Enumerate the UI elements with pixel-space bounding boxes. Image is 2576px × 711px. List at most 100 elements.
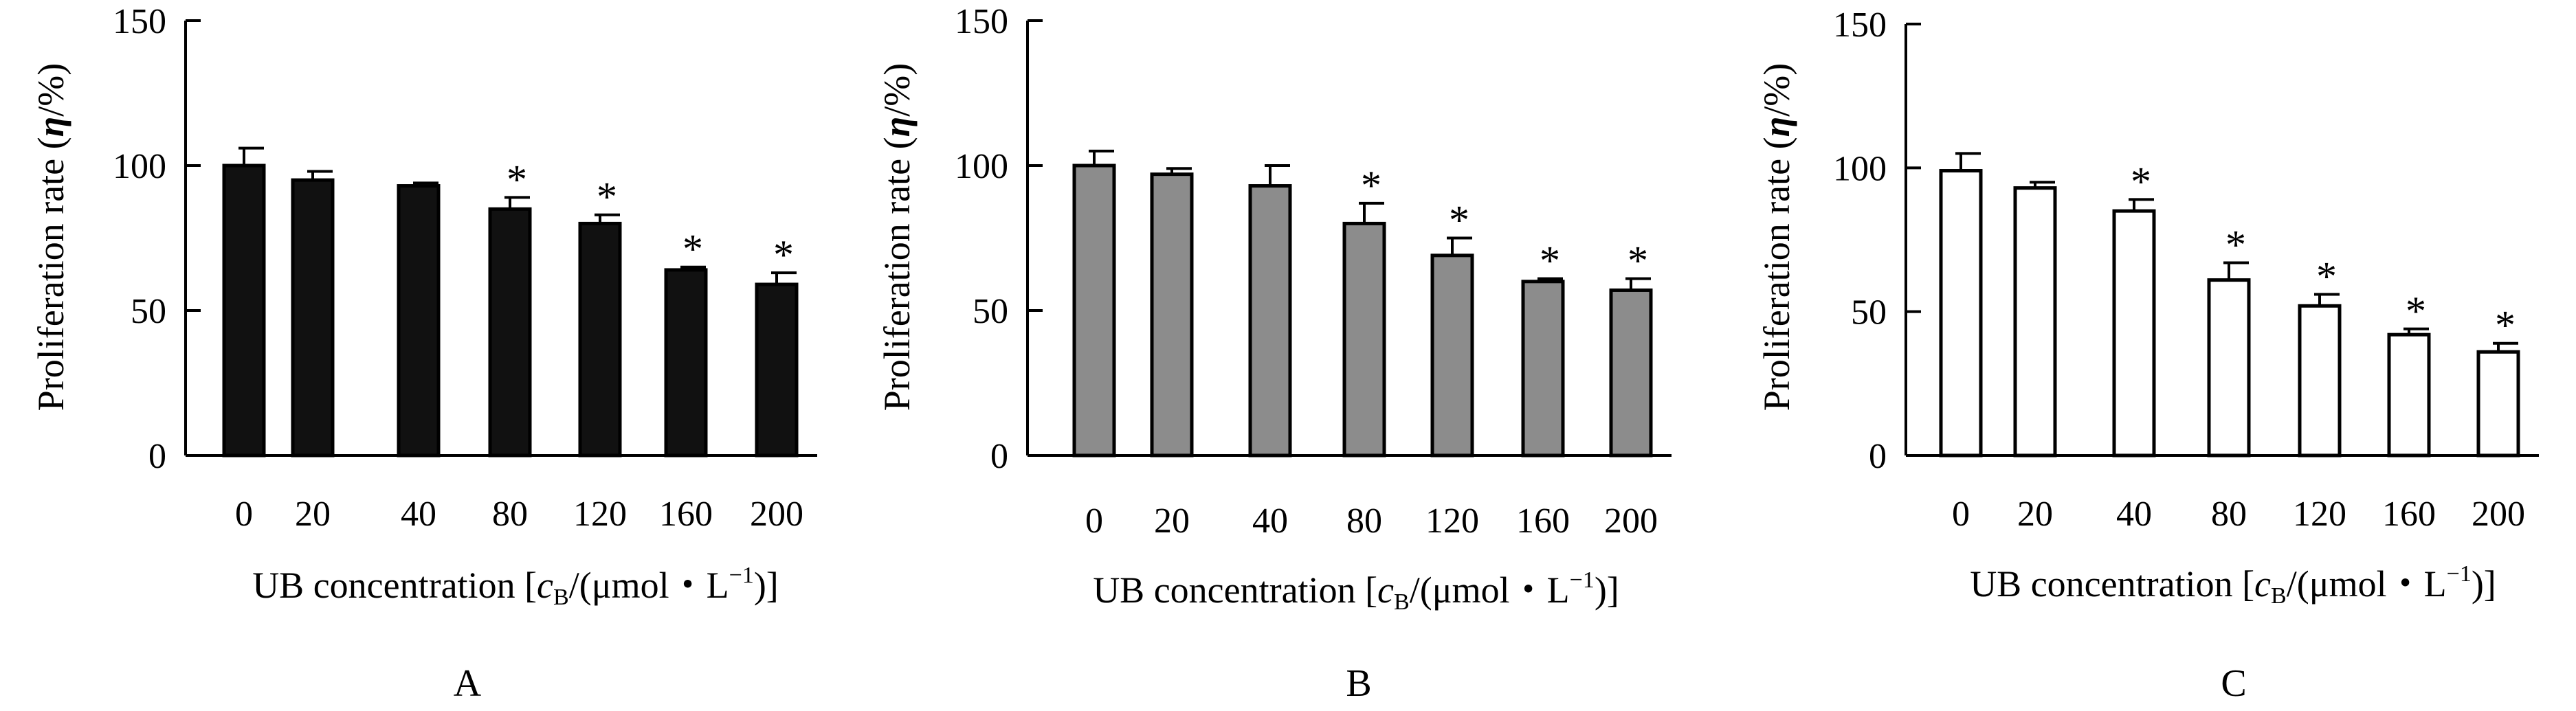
x-axis-title-subscript: B	[553, 585, 569, 610]
x-axis-title: UB concentration [cB/(μmol・L−1)]	[252, 563, 779, 610]
panel-label: A	[454, 662, 482, 705]
bar	[755, 282, 799, 458]
significance-marker: *	[1540, 238, 1560, 284]
bar	[488, 207, 532, 458]
x-axis-title-superscript: −1	[1570, 567, 1595, 593]
y-axis-title-text: Proliferation rate (	[30, 137, 71, 411]
chart-panel-c: 0 50 100 150 Proliferation rate (η/%) 0 20 * 40 *…	[1756, 5, 2539, 705]
x-tick-label: 200	[750, 495, 803, 534]
x-tick-label: 0	[1085, 501, 1103, 541]
bar	[2013, 186, 2057, 458]
bar	[397, 184, 441, 458]
y-tick-label: 0	[1869, 437, 1887, 476]
y-axis-title-unit: /%)	[1756, 63, 1797, 117]
y-axis-title-symbol: η	[876, 117, 918, 137]
bar	[222, 163, 266, 458]
x-axis-title: UB concentration [cB/(μmol・L−1)]	[1093, 567, 1619, 615]
x-tick-label: 40	[401, 495, 436, 534]
x-axis-title-end: )]	[2472, 563, 2496, 605]
x-tick-label: 120	[1425, 501, 1479, 541]
x-axis-title-text: UB concentration [	[1093, 569, 1377, 611]
bar	[1150, 172, 1194, 458]
x-tick-label: 160	[2382, 495, 2436, 534]
bar	[2298, 304, 2342, 458]
y-axis-title-text: Proliferation rate (	[876, 137, 918, 411]
x-tick-label: 120	[2293, 495, 2346, 534]
x-tick-label: 80	[1346, 501, 1382, 541]
y-tick-label: 0	[990, 437, 1008, 476]
y-tick-label: 100	[113, 147, 166, 186]
significance-marker: *	[1449, 198, 1469, 243]
bar	[664, 268, 708, 458]
bar	[1248, 184, 1292, 458]
significance-marker: *	[1628, 238, 1648, 284]
bar	[578, 221, 622, 458]
bar	[1939, 169, 1983, 458]
x-axis-title-unit: /(μmol・L	[1410, 569, 1570, 611]
significance-marker: *	[682, 227, 703, 272]
y-axis-title-unit: /%)	[876, 63, 918, 117]
y-tick-label: 50	[1851, 293, 1887, 332]
significance-marker: *	[1361, 163, 1381, 208]
significance-marker: *	[2406, 289, 2426, 334]
y-tick-label: 50	[973, 292, 1008, 331]
y-axis-title: Proliferation rate (η/%)	[876, 63, 918, 411]
x-tick-label: 160	[1516, 501, 1570, 541]
x-axis-title-text: UB concentration [	[1970, 563, 2254, 605]
x-axis-title-superscript: −1	[729, 563, 754, 588]
y-tick-label: 150	[1833, 5, 1887, 45]
bar	[291, 178, 335, 458]
x-tick-label: 40	[2116, 495, 2152, 534]
x-axis-title-unit: /(μmol・L	[569, 565, 729, 606]
x-axis-title-text: UB concentration [	[252, 565, 537, 606]
x-tick-label: 20	[2017, 495, 2053, 534]
x-tick-label: 80	[492, 495, 528, 534]
y-tick-label: 150	[955, 2, 1008, 41]
x-tick-label: 0	[235, 495, 253, 534]
x-tick-label: 20	[295, 495, 331, 534]
x-tick-label: 160	[659, 495, 713, 534]
bar	[1072, 163, 1116, 458]
y-tick-label: 0	[148, 437, 166, 476]
y-axis-title-symbol: η	[30, 117, 71, 137]
panel-label: B	[1346, 662, 1371, 705]
bar	[1430, 253, 1474, 458]
significance-marker: *	[2316, 254, 2337, 300]
bar	[1342, 221, 1386, 458]
y-axis-title-symbol: η	[1756, 117, 1797, 137]
x-axis-title-subscript: B	[1394, 589, 1410, 615]
x-tick-label: 200	[1604, 501, 1658, 541]
x-axis-title-end: )]	[754, 565, 779, 606]
x-tick-label: 40	[1252, 501, 1288, 541]
x-tick-label: 20	[1154, 501, 1190, 541]
x-axis-title-end: )]	[1595, 569, 1619, 611]
bar	[2476, 350, 2520, 458]
x-axis-title-superscript: −1	[2447, 561, 2472, 587]
significance-marker: *	[773, 232, 794, 278]
y-tick-label: 50	[131, 292, 166, 331]
x-axis-title: UB concentration [cB/(μmol・L−1)]	[1970, 561, 2496, 609]
chart-panel-b: 0 50 100 150 Proliferation rate (η/%) 0 20 40 * 8…	[876, 2, 1672, 705]
significance-marker: *	[2131, 159, 2151, 204]
y-tick-label: 100	[1833, 149, 1887, 188]
x-axis-title-symbol: c	[537, 565, 553, 606]
y-axis-title: Proliferation rate (η/%)	[1756, 63, 1797, 411]
panel-label: C	[2221, 662, 2246, 705]
significance-marker: *	[2495, 303, 2516, 348]
y-axis-title: Proliferation rate (η/%)	[30, 63, 71, 411]
bar	[1521, 280, 1565, 458]
significance-marker: *	[2225, 222, 2246, 267]
x-tick-label: 80	[2211, 495, 2247, 534]
chart-panel-a: 0 50 100 150 Proliferation rate (η/%) 0 20 40 * 8…	[30, 2, 817, 705]
x-axis-title-subscript: B	[2271, 583, 2287, 609]
x-tick-label: 0	[1952, 495, 1970, 534]
bar	[1609, 288, 1653, 458]
x-tick-label: 120	[573, 495, 627, 534]
y-axis-title-unit: /%)	[30, 63, 71, 117]
bar	[2387, 332, 2431, 458]
x-tick-label: 200	[2472, 495, 2525, 534]
significance-marker: *	[507, 157, 527, 202]
x-axis-title-unit: /(μmol・L	[2287, 563, 2447, 605]
y-axis-title-text: Proliferation rate (	[1756, 137, 1797, 411]
